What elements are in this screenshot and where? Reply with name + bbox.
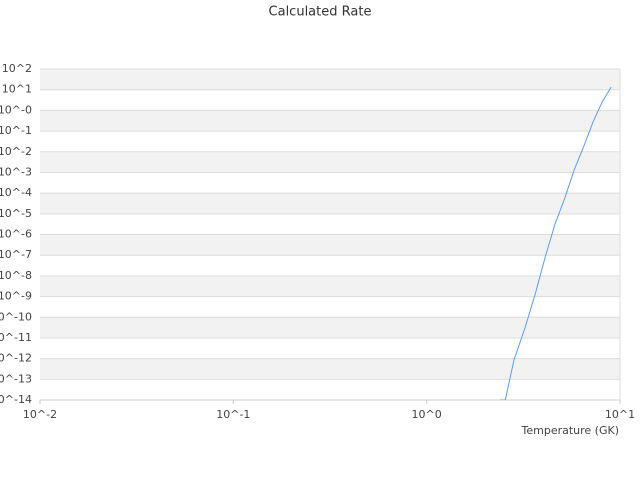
band [40,69,620,90]
band [40,213,620,235]
x-tick-label: 10^0 [412,408,442,421]
y-tick-label: 10^-6 [0,228,32,241]
band [40,172,620,194]
band [40,275,620,297]
y-tick-label: 10^-8 [0,269,32,282]
y-tick-label: 10^-14 [0,393,32,406]
band [40,151,620,173]
band [40,193,620,214]
y-tick-label: 10^-9 [0,290,32,303]
y-tick-label: 10^-3 [0,165,32,178]
y-tick-label: 10^-5 [0,207,32,220]
band [40,255,620,276]
band [40,110,620,132]
band [40,337,620,359]
x-tick-label: 10^-2 [23,408,57,421]
y-tick-label: 10^-4 [0,186,32,199]
chart-title: Calculated Rate [269,5,372,20]
data-line [500,86,612,400]
y-tick-label: 10^1 [2,83,32,96]
y-tick-label: 10^2 [2,62,32,75]
band [40,379,620,400]
band [40,131,620,152]
band [40,296,620,318]
y-tick-label: 10^-12 [0,352,32,365]
y-tick-label: 10^-0 [0,103,32,116]
x-axis-label: Temperature (GK) [521,424,620,437]
band [40,89,620,111]
y-tick-label: 10^-1 [0,124,32,137]
y-tick-label: 10^-13 [0,372,32,385]
band [40,234,620,256]
y-tick-label: 10^-7 [0,248,32,261]
y-tick-label: 10^-10 [0,310,32,323]
y-tick-label: 10^-2 [0,145,32,158]
band [40,358,620,380]
x-tick-label: 10^-1 [216,408,250,421]
background-bands [40,69,620,400]
y-tick-label: 10^-11 [0,331,32,344]
band [40,317,620,338]
x-tick-label: 10^1 [605,408,635,421]
